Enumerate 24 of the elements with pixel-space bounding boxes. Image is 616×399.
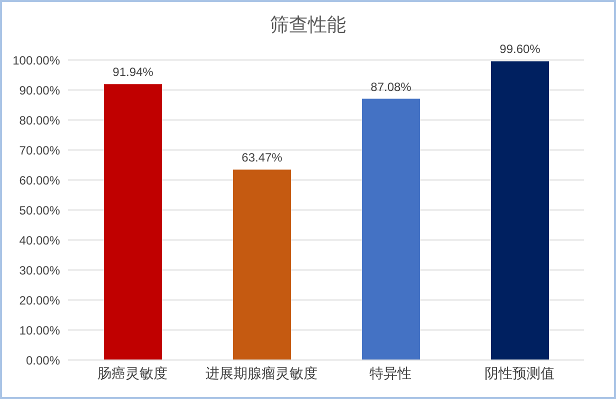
y-tick-label: 20.00%	[19, 293, 60, 308]
x-tick-label: 特异性	[370, 364, 412, 381]
data-label: 87.08%	[370, 80, 412, 94]
y-tick-label: 80.00%	[19, 113, 60, 128]
y-tick-label: 50.00%	[19, 203, 60, 218]
data-label: 63.47%	[242, 150, 283, 165]
y-tick-label: 70.00%	[19, 143, 60, 158]
bar	[104, 84, 162, 360]
y-tick-label: 60.00%	[19, 173, 60, 188]
y-tick-label: 30.00%	[19, 263, 60, 278]
y-tick-label: 0.00%	[26, 353, 60, 368]
y-tick-label: 100.00%	[12, 53, 60, 68]
y-tick-label: 10.00%	[19, 323, 60, 338]
x-tick-label: 阴性预测值	[484, 364, 554, 381]
data-label: 91.94%	[112, 65, 154, 80]
bar	[491, 61, 549, 360]
bar	[233, 170, 291, 360]
bar	[362, 98, 420, 360]
data-label: 99.60%	[500, 42, 541, 56]
y-tick-label: 40.00%	[19, 233, 60, 248]
x-tick-label: 肠癌灵敏度	[98, 364, 168, 381]
chart-title: 筛查性能	[269, 14, 347, 38]
x-tick-label: 进展期腺瘤灵敏度	[206, 364, 318, 381]
y-tick-label: 90.00%	[19, 83, 60, 98]
